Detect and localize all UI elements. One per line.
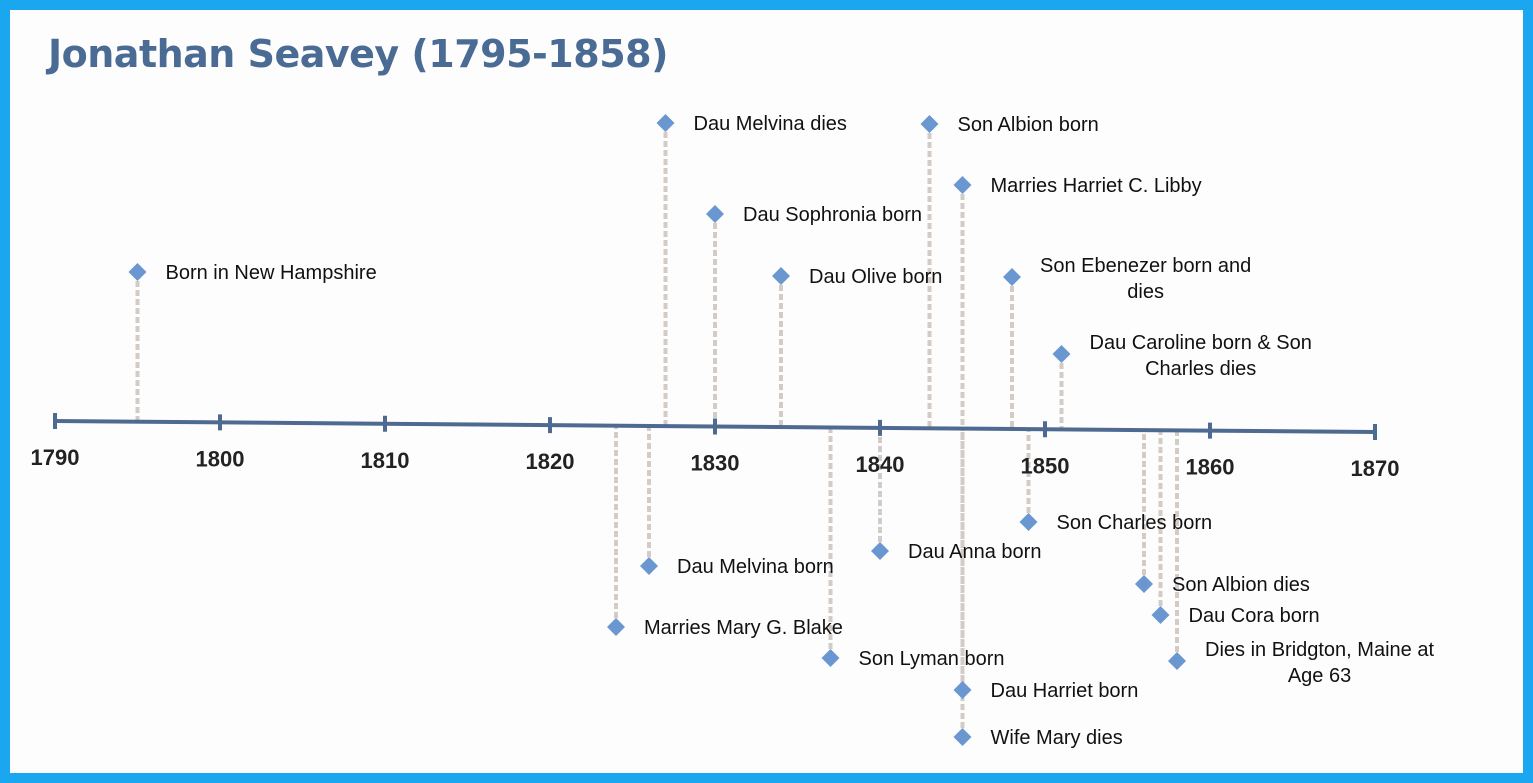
event-label: Dau Harriet born: [991, 680, 1139, 702]
event-label: Dies in Bridgton, Maine at: [1205, 639, 1434, 661]
axis-tick-label: 1790: [31, 445, 80, 470]
event-marker: [953, 728, 972, 746]
event-label: Marries Harriet C. Libby: [991, 175, 1202, 197]
event-label: Dau Caroline born & Son: [1090, 332, 1312, 354]
axis-tick-label: 1840: [856, 452, 905, 477]
event-marker: [953, 681, 972, 699]
axis-tick-label: 1830: [691, 451, 740, 476]
event-marker: [1135, 575, 1153, 593]
event-label: Dau Cora born: [1189, 605, 1320, 627]
event-marker: [1052, 345, 1071, 363]
event-label: Dau Olive born: [809, 266, 942, 288]
event-label: Dau Melvina born: [677, 556, 834, 578]
event-marker: [772, 267, 790, 285]
event-label: Dau Sophronia born: [743, 204, 922, 226]
event-label: Born in New Hampshire: [166, 262, 377, 284]
event-label: Son Albion dies: [1172, 574, 1310, 596]
event-label: Son Ebenezer born and: [1040, 255, 1251, 277]
axis-tick-label: 1860: [1186, 455, 1235, 480]
event-label: Wife Mary dies: [991, 727, 1123, 749]
axis-tick-label: 1850: [1021, 453, 1070, 478]
axis-tick-label: 1870: [1351, 456, 1400, 481]
event-marker: [953, 176, 972, 194]
event-label-line2: Charles dies: [1145, 358, 1256, 380]
event-marker: [920, 115, 939, 133]
event-label: Son Albion born: [958, 114, 1099, 136]
event-label: Dau Melvina dies: [694, 113, 847, 135]
axis-tick-label: 1820: [526, 449, 575, 474]
event-label-line2: Age 63: [1288, 665, 1351, 687]
event-label: Dau Anna born: [908, 541, 1041, 563]
timeline-diagram: 1790 1800 1810 1820 1830 1840 1850 1860 1870 Born…: [31, 113, 1435, 749]
event-marker: [871, 542, 889, 560]
event-marker: [607, 618, 625, 636]
axis-tick-label: 1810: [361, 448, 410, 473]
event-marker: [128, 263, 147, 281]
event-marker: [821, 649, 840, 667]
event-label-line2: dies: [1127, 281, 1164, 303]
event-marker: [1168, 652, 1186, 670]
event-marker: [1019, 513, 1038, 531]
axis-tick-label: 1800: [196, 446, 245, 471]
event-marker: [1003, 268, 1021, 286]
event-label: Son Charles born: [1057, 512, 1213, 534]
event-marker: [656, 114, 675, 132]
event-label: Son Lyman born: [859, 648, 1005, 670]
event-marker: [706, 205, 724, 223]
event-label: Marries Mary G. Blake: [644, 617, 843, 639]
page-title: Jonathan Seavey (1795-1858): [48, 32, 668, 76]
event-marker: [1151, 606, 1170, 624]
event-marker: [640, 557, 658, 575]
